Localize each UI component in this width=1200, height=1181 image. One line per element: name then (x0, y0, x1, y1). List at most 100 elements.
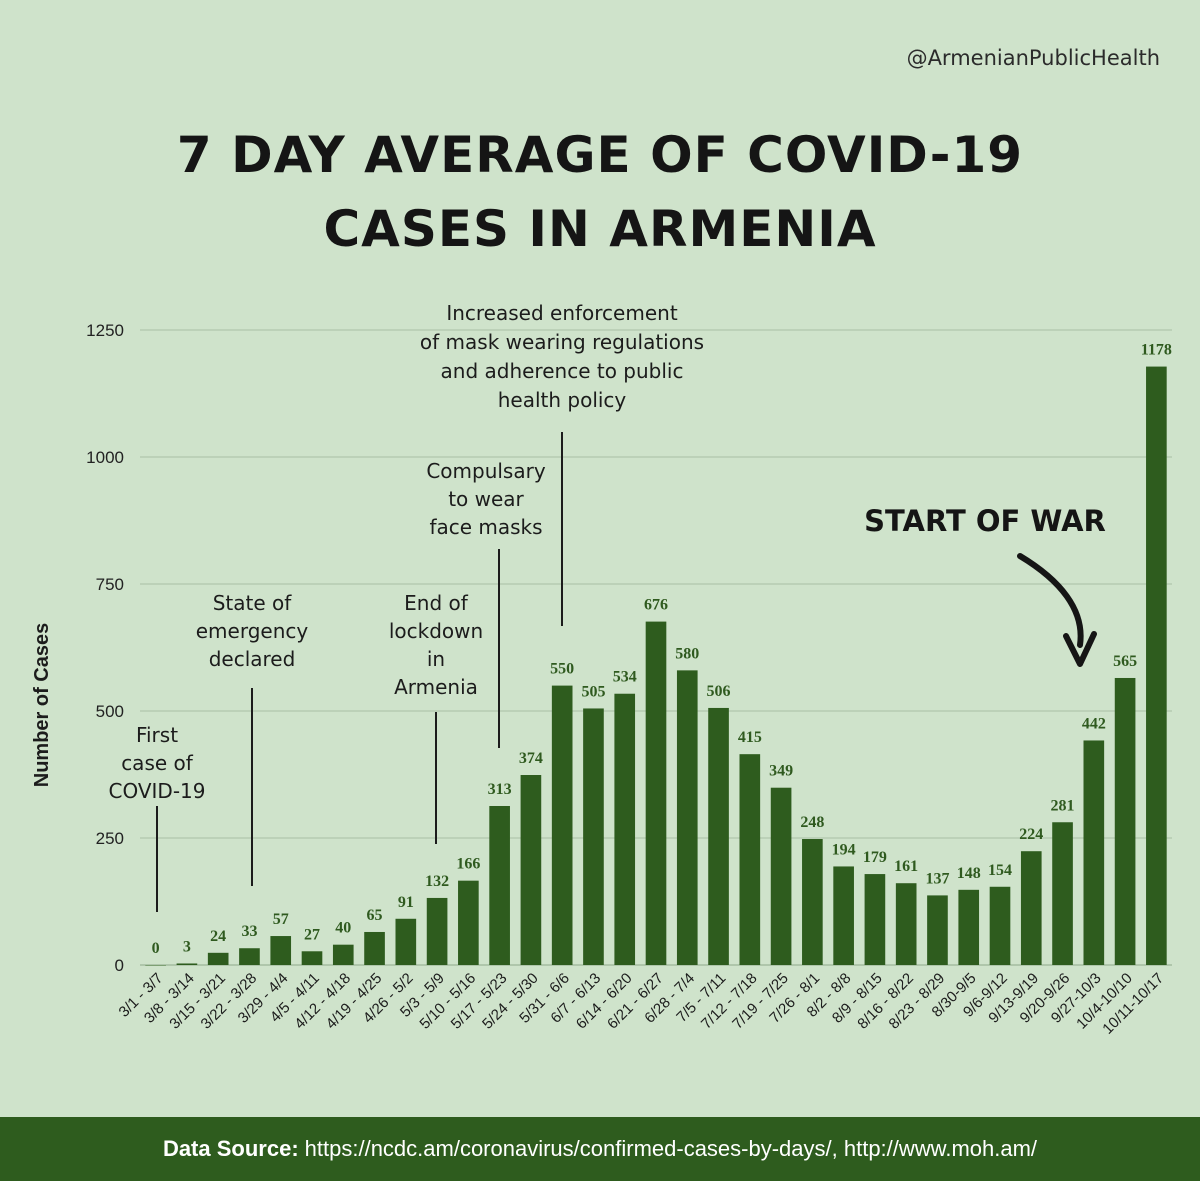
bar (270, 936, 292, 965)
data-label: 40 (335, 920, 351, 937)
data-label: 65 (367, 907, 383, 924)
bar (1083, 740, 1105, 965)
data-label: 161 (894, 858, 918, 875)
y-tick-label: 0 (115, 956, 124, 975)
annotation-text: lockdown (389, 619, 483, 643)
annotation-text: End of (404, 591, 469, 615)
data-label: 3 (183, 938, 191, 955)
annotation-text: emergency (196, 619, 309, 643)
data-label: 506 (707, 683, 731, 700)
annotation-text: health policy (498, 388, 627, 412)
data-label: 154 (988, 862, 1012, 879)
bar (645, 621, 667, 965)
page-title: 7 DAY AVERAGE OF COVID-19 CASES IN ARMEN… (0, 118, 1200, 266)
annotation-text: in (427, 647, 445, 671)
bar (614, 693, 636, 965)
y-tick-label: 250 (96, 829, 124, 848)
bar (989, 886, 1011, 965)
data-label: 415 (738, 729, 762, 746)
annotation-text: COVID-19 (108, 779, 205, 803)
annotation-text: to wear (448, 487, 524, 511)
bar (1146, 366, 1167, 965)
title-line-2: CASES IN ARMENIA (323, 200, 877, 258)
data-label: 1178 (1141, 342, 1172, 359)
bar (1052, 822, 1073, 965)
bar (708, 707, 729, 965)
annotation-text: Increased enforcement (446, 301, 677, 325)
data-label: 132 (425, 873, 449, 890)
data-label: 313 (488, 781, 512, 798)
bar (864, 874, 886, 965)
bar (364, 931, 385, 965)
war-arrow-shaft (1017, 553, 1084, 648)
bar (145, 965, 166, 966)
data-label: 27 (304, 926, 320, 943)
data-source-text: https://ncdc.am/coronavirus/confirmed-ca… (304, 1136, 1038, 1161)
data-label: 248 (800, 814, 824, 831)
bar (520, 775, 542, 965)
y-axis-label: Number of Cases (31, 623, 53, 788)
war-arrow-head (1063, 631, 1097, 667)
bar (301, 951, 323, 965)
y-tick-label: 1000 (86, 448, 124, 467)
data-label: 281 (1051, 797, 1075, 814)
y-tick-label: 750 (96, 575, 124, 594)
annotation-text: declared (209, 647, 296, 671)
data-label: 33 (241, 923, 257, 940)
bar (1114, 677, 1136, 965)
data-label: 91 (398, 894, 414, 911)
y-tick-label: 1250 (86, 321, 124, 340)
annotation-text: face masks (429, 515, 542, 539)
bar (426, 897, 448, 965)
data-label: 580 (675, 645, 699, 662)
annotation-text: Compulsary (426, 459, 546, 483)
data-source-footer: Data Source: https://ncdc.am/coronavirus… (0, 1117, 1200, 1181)
y-tick-label: 500 (96, 702, 124, 721)
data-label: 374 (519, 750, 543, 767)
bar (458, 880, 479, 965)
data-label: 505 (581, 683, 605, 700)
data-label: 224 (1019, 826, 1043, 843)
bar (239, 948, 260, 965)
annotation-text: Armenia (394, 675, 478, 699)
data-label: 676 (644, 597, 668, 614)
data-label: 550 (550, 661, 574, 678)
data-label: 442 (1082, 715, 1106, 732)
bar (489, 805, 510, 965)
data-label: 179 (863, 849, 887, 866)
annotation-text: case of (121, 751, 194, 775)
bar (802, 839, 823, 965)
data-label: 349 (769, 763, 793, 780)
bar (176, 963, 198, 965)
data-label: 534 (613, 669, 637, 686)
data-label: 137 (925, 870, 949, 887)
data-label: 194 (832, 841, 856, 858)
social-handle: @ArmenianPublicHealth (906, 46, 1160, 70)
data-source-label: Data Source: (162, 1136, 299, 1161)
bar (833, 866, 854, 965)
bar (332, 944, 354, 965)
war-label: START OF WAR (864, 504, 1106, 538)
data-label: 565 (1113, 653, 1137, 670)
data-label: 0 (152, 940, 160, 957)
annotation-text: and adherence to public (441, 359, 684, 383)
title-line-1: 7 DAY AVERAGE OF COVID-19 (176, 126, 1024, 184)
bar (583, 708, 604, 965)
data-label: 24 (210, 928, 226, 945)
bar (676, 670, 698, 965)
data-label: 148 (957, 865, 981, 882)
annotation-text: of mask wearing regulations (420, 330, 704, 354)
data-label: 57 (273, 911, 289, 928)
bar (739, 754, 761, 965)
bar (207, 952, 229, 965)
bar (927, 895, 948, 965)
bar (958, 889, 980, 965)
data-label: 166 (456, 856, 480, 873)
annotation-text: First (136, 723, 178, 747)
bar (1020, 851, 1042, 965)
bar (395, 918, 417, 965)
bar (551, 685, 573, 965)
annotation-text: State of (213, 591, 293, 615)
